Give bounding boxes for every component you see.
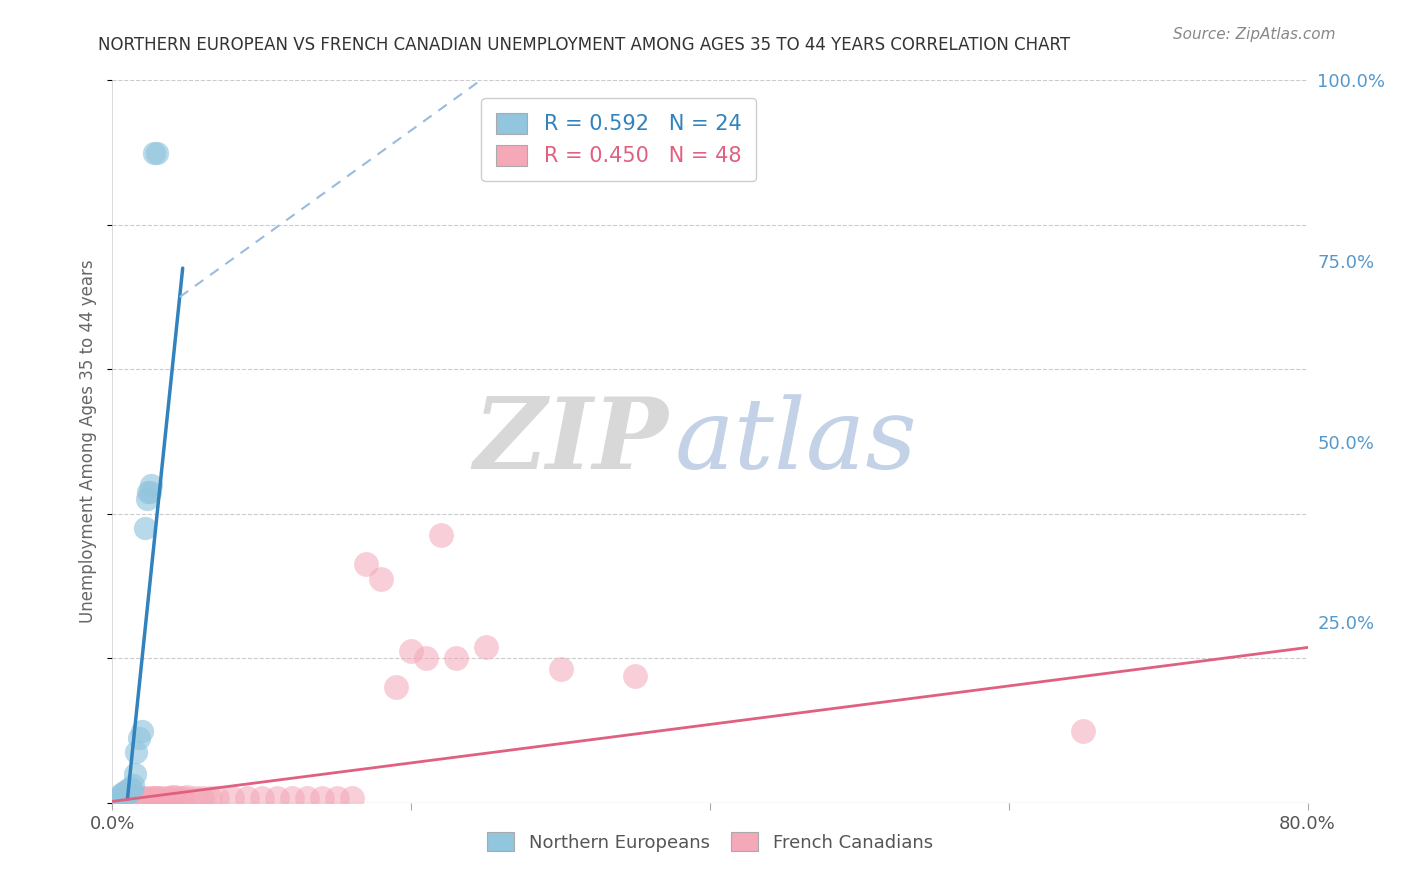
Point	[162, 790, 183, 805]
Point	[475, 640, 498, 655]
Point	[110, 787, 132, 801]
Point	[114, 785, 135, 799]
Point	[105, 792, 128, 806]
Text: ZIP: ZIP	[474, 393, 668, 490]
Point	[430, 528, 453, 542]
Point	[108, 794, 131, 808]
Text: Source: ZipAtlas.com: Source: ZipAtlas.com	[1173, 27, 1336, 42]
Point	[120, 781, 142, 796]
Point	[139, 485, 162, 500]
Point	[117, 782, 139, 797]
Point	[149, 790, 172, 805]
Point	[134, 791, 156, 805]
Point	[121, 791, 143, 805]
Point	[105, 794, 128, 808]
Legend: Northern Europeans, French Canadians: Northern Europeans, French Canadians	[479, 825, 941, 859]
Point	[153, 790, 176, 805]
Point	[141, 478, 163, 492]
Point	[125, 791, 148, 805]
Point	[124, 767, 146, 781]
Point	[120, 792, 142, 806]
Point	[118, 785, 141, 799]
Point	[131, 791, 153, 805]
Point	[356, 558, 378, 572]
Point	[550, 662, 572, 676]
Point	[236, 790, 259, 805]
Point	[139, 790, 162, 805]
Point	[444, 651, 467, 665]
Point	[340, 790, 363, 805]
Point	[138, 485, 160, 500]
Point	[157, 790, 180, 805]
Point	[325, 790, 347, 805]
Point	[165, 790, 187, 805]
Point	[108, 789, 131, 803]
Point	[124, 792, 146, 806]
Text: NORTHERN EUROPEAN VS FRENCH CANADIAN UNEMPLOYMENT AMONG AGES 35 TO 44 YEARS CORR: NORTHERN EUROPEAN VS FRENCH CANADIAN UNE…	[98, 36, 1070, 54]
Point	[121, 782, 143, 797]
Point	[117, 792, 139, 806]
Point	[146, 790, 169, 805]
Point	[281, 790, 304, 805]
Point	[125, 745, 148, 759]
Point	[146, 145, 169, 160]
Point	[131, 723, 153, 738]
Point	[111, 789, 134, 803]
Point	[107, 792, 129, 806]
Point	[128, 731, 150, 745]
Point	[191, 790, 214, 805]
Text: atlas: atlas	[675, 394, 917, 489]
Point	[624, 669, 647, 683]
Point	[115, 793, 138, 807]
Point	[415, 651, 437, 665]
Point	[385, 680, 408, 694]
Point	[221, 790, 243, 805]
Point	[135, 492, 157, 507]
Point	[110, 790, 132, 805]
Point	[250, 790, 273, 805]
Point	[122, 778, 145, 792]
Point	[198, 790, 221, 805]
Point	[143, 145, 166, 160]
Point	[1073, 723, 1095, 738]
Point	[370, 572, 392, 586]
Point	[311, 790, 333, 805]
Point	[128, 792, 150, 806]
Point	[205, 790, 228, 805]
Point	[172, 790, 194, 805]
Point	[401, 644, 423, 658]
Y-axis label: Unemployment Among Ages 35 to 44 years: Unemployment Among Ages 35 to 44 years	[79, 260, 97, 624]
Point	[176, 790, 198, 805]
Point	[111, 792, 134, 806]
Point	[115, 787, 138, 801]
Point	[134, 521, 156, 535]
Point	[169, 790, 191, 805]
Point	[295, 790, 318, 805]
Point	[266, 790, 288, 805]
Point	[145, 790, 167, 805]
Point	[142, 791, 165, 805]
Point	[183, 790, 205, 805]
